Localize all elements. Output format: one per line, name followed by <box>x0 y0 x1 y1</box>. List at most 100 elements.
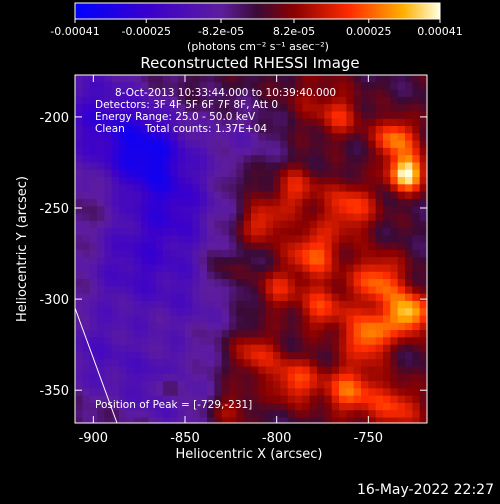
heatmap-cell <box>273 104 281 113</box>
heatmap-cell <box>287 351 296 360</box>
heatmap-cell <box>104 104 113 113</box>
heatmap-cell <box>397 410 406 419</box>
heatmap-cell <box>133 381 142 389</box>
heatmap-cell <box>236 271 245 280</box>
heatmap-cell <box>163 300 171 309</box>
heatmap-cell <box>405 169 413 178</box>
heatmap-cell <box>163 133 171 142</box>
heatmap-cell <box>236 279 245 287</box>
heatmap-cell <box>405 162 413 171</box>
heatmap-cell <box>97 111 105 120</box>
heatmap-cell <box>361 75 369 83</box>
heatmap-cell <box>405 198 413 207</box>
heatmap-cell <box>89 235 98 244</box>
heatmap-cell <box>185 257 193 266</box>
heatmap-cell <box>155 140 164 149</box>
heatmap-cell <box>148 257 157 266</box>
heatmap-cell <box>375 242 384 251</box>
heatmap-cell <box>163 388 171 397</box>
heatmap-cell <box>375 155 384 164</box>
heatmap-cell <box>353 410 362 419</box>
heatmap-cell <box>126 82 135 91</box>
heatmap-cell <box>199 147 208 156</box>
heatmap-cell <box>75 410 83 419</box>
heatmap-cell <box>170 242 179 251</box>
heatmap-cell <box>353 118 362 127</box>
heatmap-cell <box>265 147 274 156</box>
heatmap-cell <box>82 257 91 266</box>
heatmap-cell <box>251 96 259 105</box>
heatmap-cell <box>251 293 259 302</box>
heatmap-cell <box>390 381 399 389</box>
heatmap-cell <box>361 184 369 193</box>
heatmap-cell <box>339 140 347 149</box>
heatmap-cell <box>207 373 215 382</box>
heatmap-cell <box>75 249 83 258</box>
heatmap-cell <box>375 184 384 193</box>
heatmap-cell <box>273 147 281 156</box>
heatmap-cell <box>104 177 113 185</box>
heatmap-cell <box>82 330 91 338</box>
heatmap-cell <box>368 337 377 346</box>
heatmap-cell <box>163 104 171 113</box>
heatmap-cell <box>324 177 333 185</box>
heatmap-cell <box>287 206 296 215</box>
heatmap-cell <box>229 213 237 222</box>
heatmap-cell <box>258 96 267 105</box>
heatmap-cell <box>302 228 311 236</box>
heatmap-cell <box>287 177 296 185</box>
heatmap-cell <box>397 111 406 120</box>
heatmap-cell <box>177 249 186 258</box>
heatmap-cell <box>185 111 193 120</box>
heatmap-cell <box>346 111 355 120</box>
heatmap-cell <box>287 286 296 295</box>
heatmap-cell <box>163 308 171 317</box>
heatmap-cell <box>207 89 215 98</box>
heatmap-cell <box>155 228 164 236</box>
heatmap-cell <box>375 351 384 360</box>
footer-date: 16-May-2022 22:27 <box>357 482 494 498</box>
heatmap-cell <box>148 271 157 280</box>
heatmap-cell <box>287 417 296 423</box>
heatmap-cell <box>111 300 120 309</box>
heatmap-cell <box>207 300 215 309</box>
heatmap-cell <box>170 322 179 331</box>
heatmap-cell <box>258 213 267 222</box>
heatmap-cell <box>185 169 193 178</box>
heatmap-cell <box>148 359 157 368</box>
heatmap-cell <box>353 191 362 200</box>
heatmap-cell <box>192 308 201 317</box>
heatmap-cell <box>346 344 355 353</box>
heatmap-cell <box>412 388 421 397</box>
heatmap-cell <box>229 330 237 338</box>
heatmap-cell <box>265 177 274 185</box>
heatmap-cell <box>229 402 237 411</box>
heatmap-cell <box>405 381 413 389</box>
heatmap-cell <box>148 162 157 171</box>
heatmap-cell <box>163 140 171 149</box>
heatmap-cell <box>405 315 413 324</box>
heatmap-cell <box>243 373 252 382</box>
heatmap-cell <box>75 257 83 266</box>
heatmap-cell <box>353 359 362 368</box>
heatmap-cell <box>75 213 83 222</box>
heatmap-cell <box>214 257 223 266</box>
heatmap-cell <box>97 82 105 91</box>
heatmap-cell <box>368 351 377 360</box>
heatmap-cell <box>302 213 311 222</box>
heatmap-cell <box>331 330 340 338</box>
heatmap-cell <box>229 366 237 375</box>
heatmap-cell <box>199 373 208 382</box>
heatmap-cell <box>229 315 237 324</box>
heatmap-cell <box>170 82 179 91</box>
heatmap-cell <box>339 257 347 266</box>
heatmap-cell <box>236 293 245 302</box>
heatmap-cell <box>353 249 362 258</box>
heatmap-cell <box>148 322 157 331</box>
heatmap-cell <box>397 381 406 389</box>
heatmap-cell <box>419 402 427 411</box>
heatmap-cell <box>302 381 311 389</box>
heatmap-cell <box>214 155 223 164</box>
heatmap-cell <box>207 118 215 127</box>
heatmap-cell <box>133 169 142 178</box>
